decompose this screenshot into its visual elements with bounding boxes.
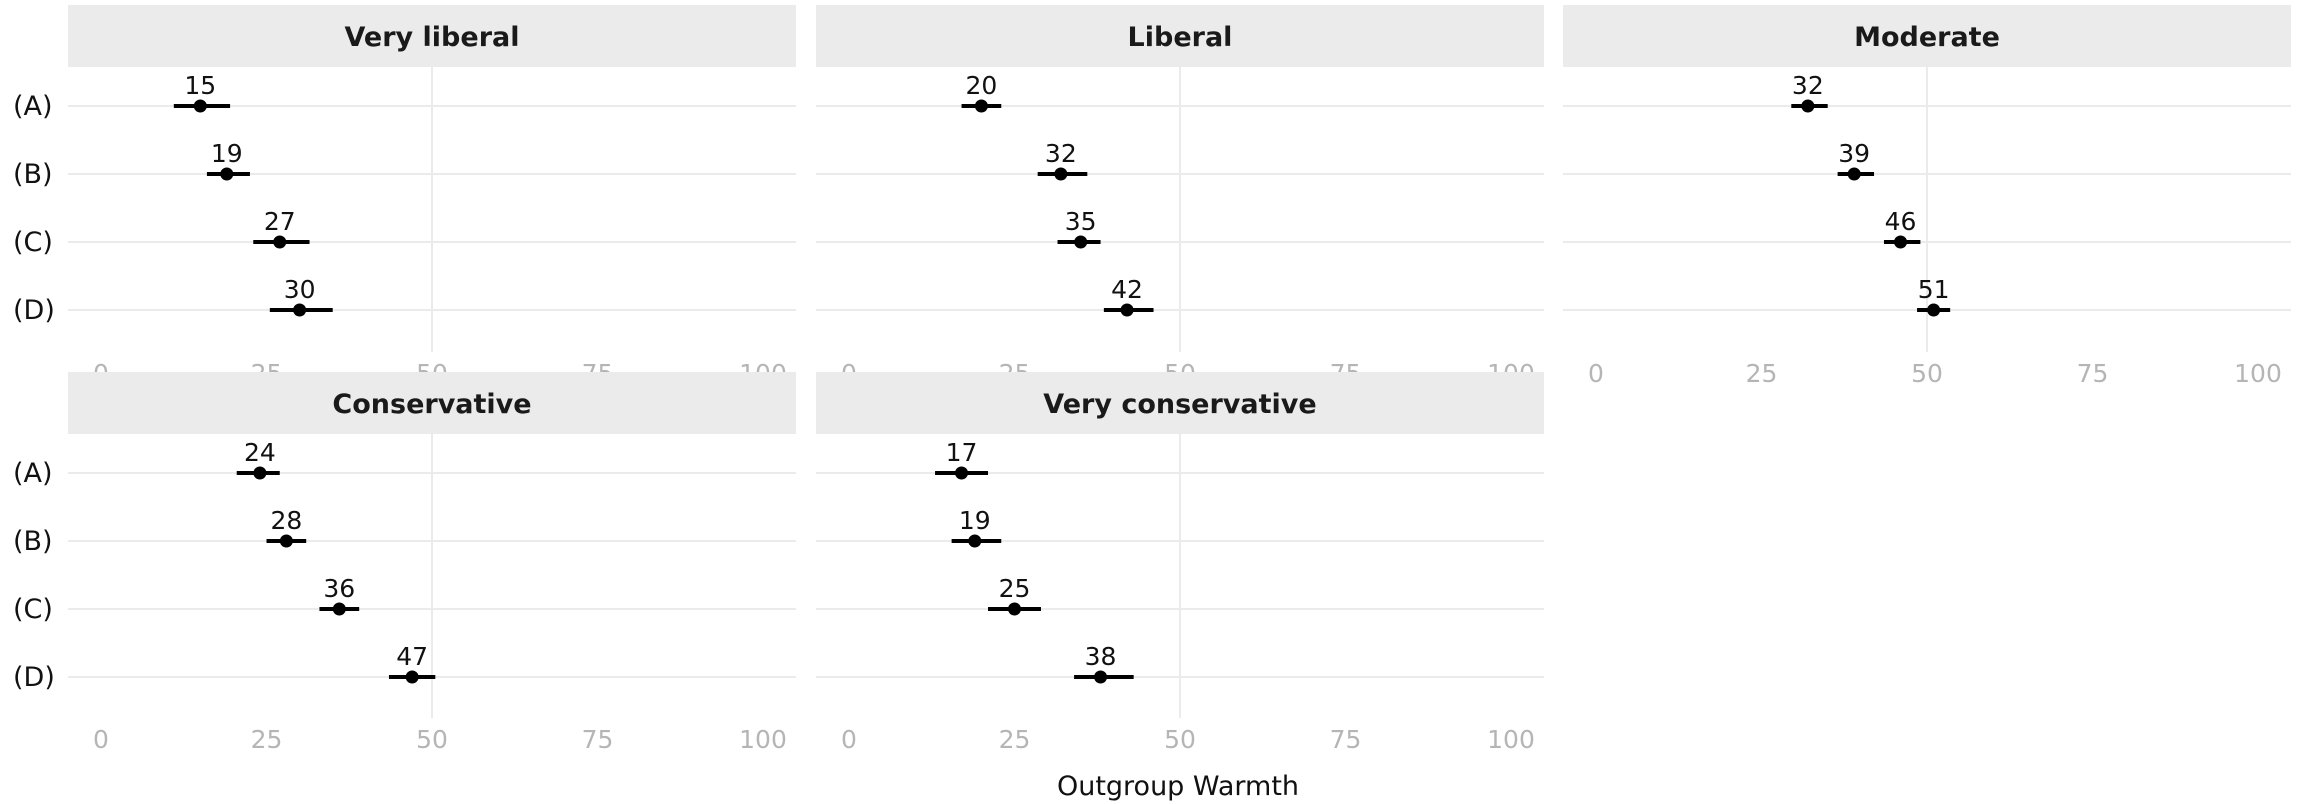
data-label: 27: [264, 207, 296, 236]
data-point: [955, 466, 969, 480]
x-tick-label: 0: [1588, 359, 1604, 388]
data-label: 15: [184, 71, 216, 100]
facet-strip: [816, 5, 1544, 67]
data-point: [253, 466, 267, 480]
category-label: (C): [13, 594, 53, 625]
data-point: [405, 670, 419, 684]
category-label: (B): [13, 159, 53, 190]
facet-panel: Conservative (A) (B) (C) (D) 0 25 50 75 100 24 28 36…: [13, 372, 796, 754]
data-label: 19: [959, 506, 991, 535]
data-label: 51: [1918, 275, 1950, 304]
data-point: [220, 167, 234, 181]
facet-title: Liberal: [1128, 22, 1233, 53]
data-point: [273, 235, 287, 249]
facet-strip: [68, 372, 796, 434]
data-label: 32: [1792, 71, 1824, 100]
data-point: [1054, 167, 1068, 181]
facet-panel: Liberal025507510020323542: [816, 5, 1544, 388]
x-tick-label: 25: [251, 725, 283, 754]
facet-panel: Very liberal(A)(B)(C)(D)0255075100151927…: [13, 5, 796, 388]
category-label: (D): [13, 295, 55, 326]
data-point: [1927, 303, 1941, 317]
data-label: 42: [1111, 275, 1143, 304]
data-label: 38: [1085, 642, 1117, 671]
data-label: 36: [323, 574, 355, 603]
data-point: [1801, 99, 1815, 113]
data-label: 19: [211, 139, 243, 168]
x-tick-label: 75: [2077, 359, 2109, 388]
x-tick-label: 100: [739, 725, 787, 754]
x-tick-label: 0: [841, 725, 857, 754]
data-label: 39: [1838, 139, 1870, 168]
facet-strip: [816, 372, 1544, 434]
data-label: 17: [946, 438, 978, 467]
data-point: [1094, 670, 1108, 684]
x-axis-title: Outgroup Warmth: [1057, 771, 1299, 802]
data-label: 46: [1885, 207, 1917, 236]
data-label: 28: [270, 506, 302, 535]
data-point: [1120, 303, 1134, 317]
data-point: [293, 303, 307, 317]
x-tick-label: 50: [1164, 725, 1196, 754]
category-label: (A): [13, 458, 53, 489]
data-point: [193, 99, 207, 113]
data-point: [1847, 167, 1861, 181]
data-point: [1008, 602, 1021, 616]
x-tick-label: 100: [2234, 359, 2282, 388]
facet-title: Very liberal: [345, 22, 520, 53]
x-tick-label: 25: [999, 725, 1031, 754]
data-label: 32: [1045, 139, 1077, 168]
facet-strip: [68, 5, 796, 67]
facet-title: Very conservative: [1043, 389, 1316, 420]
category-label: (A): [13, 91, 53, 122]
data-point: [1074, 235, 1088, 249]
data-point: [974, 99, 988, 113]
x-tick-label: 50: [1911, 359, 1943, 388]
data-label: 20: [965, 71, 997, 100]
data-point: [968, 534, 982, 548]
data-label: 47: [396, 642, 428, 671]
data-label: 30: [284, 275, 316, 304]
category-label: (B): [13, 526, 53, 557]
data-label: 25: [999, 574, 1031, 603]
data-point: [1894, 235, 1908, 249]
data-point: [279, 534, 293, 548]
facet-panel: Moderate 0 25 50 75 100 32 39 46 51: [1563, 5, 2291, 388]
data-point: [332, 602, 346, 616]
category-label: (C): [13, 227, 53, 258]
x-tick-label: 0: [93, 725, 109, 754]
x-tick-label: 50: [416, 725, 448, 754]
x-tick-label: 25: [1746, 359, 1778, 388]
facet-strip: [1563, 5, 2291, 67]
x-tick-label: 100: [1487, 725, 1535, 754]
facet-panel: Very conservative 0 25 50 75 100 17 19 25 38: [816, 372, 1544, 754]
facet-title: Conservative: [332, 389, 531, 420]
data-label: 35: [1065, 207, 1097, 236]
x-tick-label: 75: [1330, 725, 1362, 754]
facet-panels: Very liberal (A) (B) (C) (D) 0 25 50 75 100 15 19 27…: [13, 5, 2291, 754]
facet-title: Moderate: [1854, 22, 2000, 53]
category-label: (D): [13, 662, 55, 693]
data-label: 24: [244, 438, 276, 467]
x-tick-label: 75: [582, 725, 614, 754]
